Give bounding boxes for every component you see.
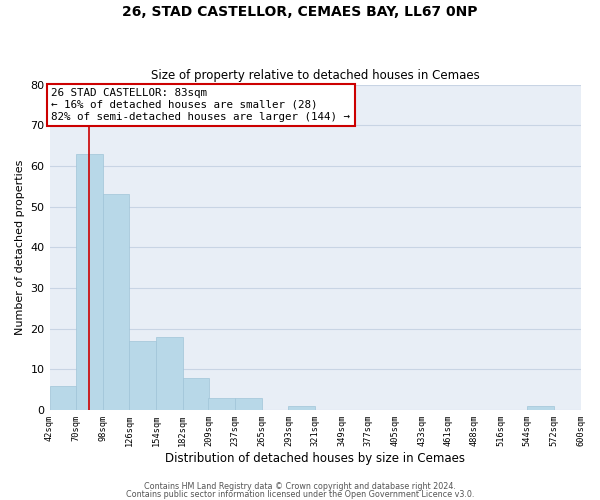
Bar [183, 378, 209, 410]
Bar [527, 406, 554, 410]
Bar [289, 406, 315, 410]
Y-axis label: Number of detached properties: Number of detached properties [15, 160, 25, 335]
Bar [103, 194, 130, 410]
X-axis label: Distribution of detached houses by size in Cemaes: Distribution of detached houses by size … [165, 452, 465, 465]
Bar [50, 386, 76, 410]
Bar [130, 341, 156, 410]
Text: Contains public sector information licensed under the Open Government Licence v3: Contains public sector information licen… [126, 490, 474, 499]
Bar [208, 398, 235, 410]
Bar [156, 337, 183, 410]
Bar [76, 154, 103, 410]
Title: Size of property relative to detached houses in Cemaes: Size of property relative to detached ho… [151, 69, 479, 82]
Text: 26 STAD CASTELLOR: 83sqm
← 16% of detached houses are smaller (28)
82% of semi-d: 26 STAD CASTELLOR: 83sqm ← 16% of detach… [52, 88, 350, 122]
Text: 26, STAD CASTELLOR, CEMAES BAY, LL67 0NP: 26, STAD CASTELLOR, CEMAES BAY, LL67 0NP [122, 5, 478, 19]
Bar [235, 398, 262, 410]
Text: Contains HM Land Registry data © Crown copyright and database right 2024.: Contains HM Land Registry data © Crown c… [144, 482, 456, 491]
